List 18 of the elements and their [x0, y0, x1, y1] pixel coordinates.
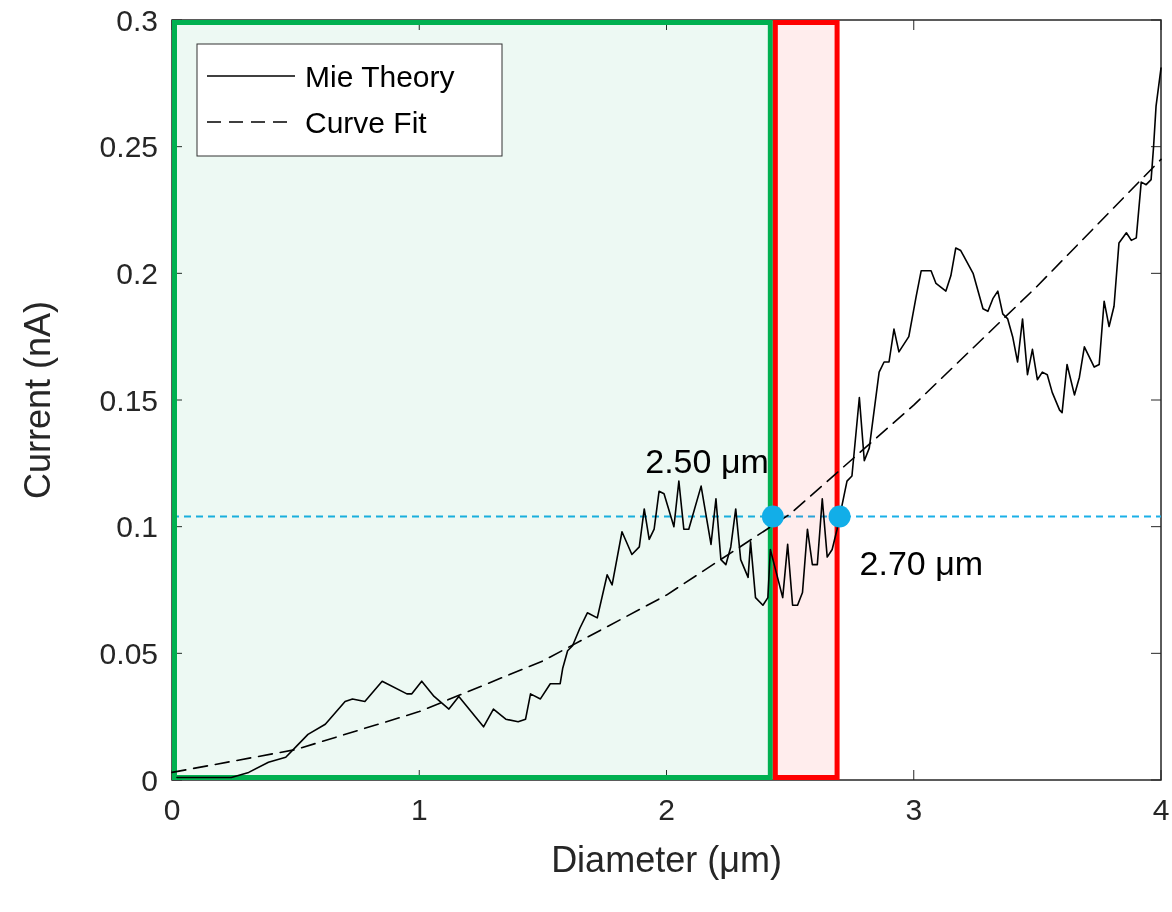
annotation: 2.50 μm — [645, 441, 769, 480]
annotation: 2.70 μm — [859, 543, 984, 582]
y-tick-label: 0.3 — [116, 3, 158, 37]
x-axis-title: Diameter (μm) — [551, 839, 782, 880]
y-tick-label: 0.2 — [116, 256, 158, 290]
legend-label: Mie Theory — [305, 59, 455, 93]
x-tick-label: 0 — [163, 793, 181, 826]
y-tick-label: 0.1 — [116, 510, 158, 544]
x-tick-label: 2 — [658, 793, 675, 826]
x-tick-label: 4 — [1152, 793, 1170, 826]
y-tick-label: 0.15 — [99, 383, 158, 417]
y-tick-label: 0 — [141, 763, 158, 797]
y-axis-title: Current (nA) — [17, 300, 58, 500]
y-tick-label: 0.25 — [99, 130, 158, 164]
x-tick-label: 1 — [410, 793, 428, 826]
y-tick-label: 0.05 — [99, 636, 158, 670]
x-tick-label: 3 — [905, 793, 923, 826]
legend-label: Curve Fit — [305, 105, 428, 139]
